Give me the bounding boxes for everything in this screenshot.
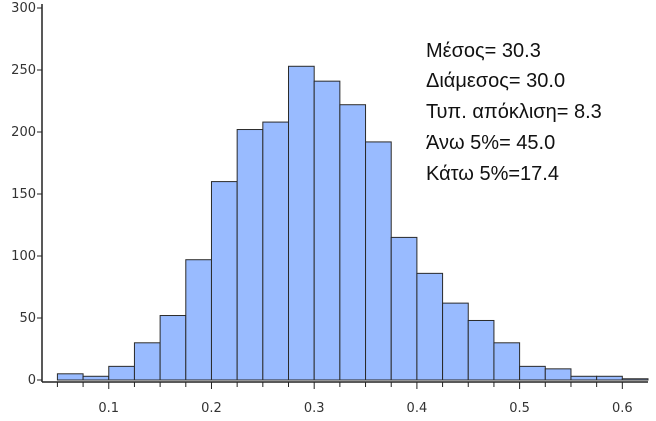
y-tick-label: 150 xyxy=(11,187,36,202)
stat-upper-5-percent: Άνω 5%= 45.0 xyxy=(426,132,556,154)
histogram-bar xyxy=(236,129,264,381)
bars-group xyxy=(56,65,649,381)
histogram-bar xyxy=(596,375,623,381)
x-tick-label: 0.5 xyxy=(509,401,530,416)
x-ticks-group: 0.1 0.2 0.3 0.4 0.5 0.6 xyxy=(56,382,633,416)
x-tick-label: 0.6 xyxy=(612,401,633,416)
y-tick-label: 300 xyxy=(11,1,36,16)
histogram-bar xyxy=(313,80,341,381)
y-tick-label: 100 xyxy=(11,249,36,264)
y-tick-label: 200 xyxy=(11,125,36,140)
histogram-bar xyxy=(210,181,238,381)
histogram-bar xyxy=(570,375,598,381)
histogram-bar xyxy=(365,141,392,381)
histogram-bar xyxy=(56,373,84,381)
y-ticks-group: 0 50 100 150 200 250 300 xyxy=(11,1,42,388)
stat-mean: Μέσος= 30.3 xyxy=(426,40,541,62)
histogram-bar xyxy=(262,121,290,381)
x-tick-label: 0.3 xyxy=(304,401,325,416)
histogram-bar xyxy=(339,104,367,381)
histogram-bar xyxy=(493,342,521,381)
histogram-bar xyxy=(442,302,469,381)
y-tick-label: 250 xyxy=(11,63,36,78)
stat-std-dev: Τυπ. απόκλιση= 8.3 xyxy=(426,101,602,123)
histogram-bar xyxy=(185,259,212,381)
histogram-bar xyxy=(544,368,572,381)
histogram-bar xyxy=(519,365,546,381)
x-tick-label: 0.4 xyxy=(407,401,428,416)
y-tick-label: 0 xyxy=(28,373,36,388)
y-tick-label: 50 xyxy=(19,311,36,326)
stat-lower-5-percent: Κάτω 5%=17.4 xyxy=(426,163,559,185)
histogram-bar xyxy=(288,65,315,381)
histogram-bar xyxy=(108,365,135,381)
histogram-bar xyxy=(416,272,444,381)
histogram-bar xyxy=(621,378,649,381)
histogram-bar xyxy=(390,236,418,381)
histogram-bar xyxy=(159,315,187,381)
histogram-bar xyxy=(82,375,110,381)
x-tick-label: 0.1 xyxy=(98,401,119,416)
histogram-bar xyxy=(133,342,161,381)
stat-median: Διάμεσος= 30.0 xyxy=(426,70,566,92)
x-tick-label: 0.2 xyxy=(201,401,222,416)
histogram-bar xyxy=(467,319,495,381)
